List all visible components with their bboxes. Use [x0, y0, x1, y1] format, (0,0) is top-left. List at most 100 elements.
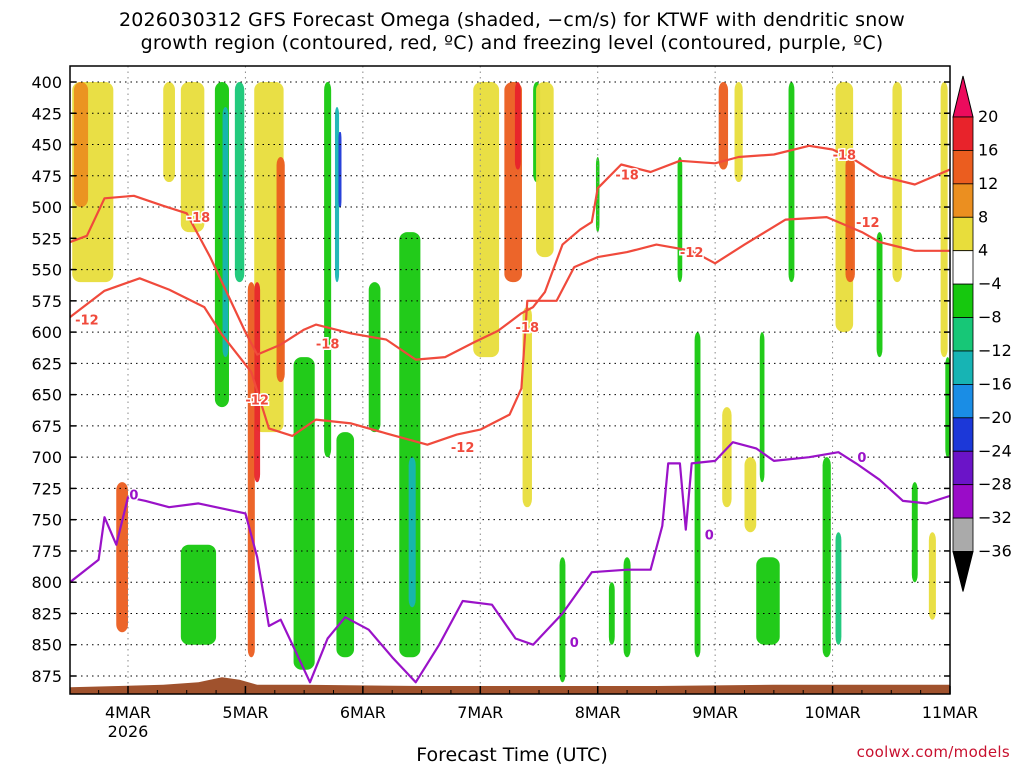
- omega-shade-12: [180, 544, 217, 645]
- chart-title-line-1: 2026030312 GFS Forecast Omega (shaded, −…: [118, 9, 906, 31]
- y-tick-label-550: 550: [31, 261, 62, 280]
- omega-shade-16: [293, 357, 315, 670]
- omega-shade-46: [911, 482, 918, 583]
- omega-shade-7: [234, 82, 245, 283]
- omega-shade-4: [180, 82, 205, 233]
- omega-shade-32: [694, 332, 701, 658]
- colorbar-segment-6: [952, 317, 974, 352]
- omega-shade-13: [324, 82, 332, 458]
- omega-shade-27: [559, 557, 566, 683]
- colorbar-segment-9: [952, 417, 974, 452]
- omega-shade-49: [945, 357, 950, 458]
- colorbar-label-11: −28: [978, 475, 1012, 494]
- y-tick-label-875: 875: [31, 667, 62, 686]
- x-tick-label-4MAR: 4MAR: [105, 703, 151, 722]
- y-tick-label-625: 625: [31, 354, 62, 373]
- colorbar-top-arrow: [952, 75, 974, 118]
- contour-label-7: -12: [451, 441, 475, 456]
- y-tick-label-450: 450: [31, 136, 62, 155]
- contour-label-11: 0: [570, 636, 579, 651]
- omega-shade-33: [718, 82, 729, 170]
- omega-shade-39: [788, 82, 795, 283]
- colorbar-label-6: −8: [978, 308, 1002, 327]
- omega-shade-3: [163, 82, 175, 183]
- y-tick-label-725: 725: [31, 479, 62, 498]
- omega-shade-43: [835, 532, 842, 645]
- colorbar-segment-7: [952, 350, 974, 385]
- contour-label-2: -18: [516, 321, 540, 336]
- colorbar-label-8: −16: [978, 374, 1012, 393]
- colorbar-segment-1: [952, 150, 974, 185]
- contour-label-0: -18: [187, 211, 211, 226]
- colorbar-segment-10: [952, 450, 974, 486]
- y-tick-label-475: 475: [31, 167, 62, 186]
- omega-shade-15: [338, 132, 342, 208]
- contour-label-8: -12: [680, 246, 704, 261]
- x-tick-label-11MAR: 11MAR: [922, 703, 978, 722]
- omega-shade-31: [677, 157, 683, 283]
- colorbar-segment-11: [952, 484, 974, 519]
- omega-shade-23: [514, 82, 521, 170]
- contour-label-4: -18: [833, 149, 857, 164]
- colorbar-segment-5: [952, 283, 974, 318]
- contour-label-12: 0: [705, 529, 714, 544]
- y-tick-label-600: 600: [31, 323, 62, 342]
- colorbar-label-7: −12: [978, 341, 1012, 360]
- omega-shade-34: [734, 82, 743, 183]
- omega-shade-41: [845, 157, 855, 283]
- x-tick-label-8MAR: 8MAR: [575, 703, 621, 722]
- colorbar-label-3: 8: [978, 207, 988, 226]
- contour-line-0: [70, 144, 950, 361]
- colorbar-segment-12: [952, 517, 974, 552]
- contour-label-6: -12: [245, 394, 269, 409]
- omega-shade-24: [522, 307, 532, 508]
- y-tick-label-800: 800: [31, 573, 62, 592]
- contour-line-2: [70, 441, 950, 684]
- y-tick-label-675: 675: [31, 417, 62, 436]
- y-tick-label-775: 775: [31, 542, 62, 561]
- omega-shading-layer: [72, 82, 950, 683]
- colorbar-segment-4: [952, 250, 974, 285]
- colorbar-label-12: −32: [978, 508, 1012, 527]
- contour-layer: [70, 144, 950, 684]
- colorbar-label-2: 12: [978, 174, 998, 193]
- colorbar-label-5: −4: [978, 274, 1002, 293]
- y-tick-label-525: 525: [31, 229, 62, 248]
- gridlines: [70, 66, 951, 694]
- contour-label-9: -12: [856, 216, 880, 231]
- chart-title-line-2: growth region (contoured, red, ºC) and f…: [140, 32, 884, 54]
- colorbar-label-10: −24: [978, 441, 1012, 460]
- omega-shade-44: [876, 232, 883, 358]
- omega-shade-45: [892, 82, 902, 283]
- omega-shade-9: [254, 82, 284, 433]
- omega-shade-37: [756, 557, 780, 645]
- y-tick-label-400: 400: [31, 73, 62, 92]
- contour-label-1: -18: [316, 337, 340, 352]
- omega-shade-14: [334, 107, 340, 283]
- omega-shade-48: [940, 82, 948, 358]
- colorbar-label-0: 20: [978, 107, 998, 126]
- contour-label-13: 0: [857, 451, 866, 466]
- y-axis: 400 425 450 475 500 525 550 575 600 625 650 675 700 7…: [31, 73, 950, 686]
- omega-shade-20: [368, 282, 381, 433]
- colorbar-segment-8: [952, 383, 974, 419]
- contour-labels: -18 -18 -18 -18 -18 -12 -12 -12 -12 -12 0 0 0 0: [74, 147, 881, 653]
- omega-shade-36: [744, 457, 757, 533]
- omega-shade-19: [408, 457, 416, 608]
- y-tick-label-650: 650: [31, 386, 62, 405]
- contour-line-1: [70, 216, 950, 446]
- contour-label-10: 0: [129, 489, 138, 504]
- colorbar-segment-0: [952, 116, 974, 151]
- omega-shade-30: [623, 557, 631, 658]
- colorbar-label-13: −36: [978, 542, 1012, 561]
- contour-label-3: -18: [615, 169, 639, 184]
- terrain-layer: [70, 677, 950, 694]
- omega-shade-38: [759, 332, 765, 483]
- x-tick-label-7MAR: 7MAR: [457, 703, 503, 722]
- colorbar: 20 16 12 8 4 −4 −8 −12 −16 −20 −24 −28 −32 −36: [952, 75, 1012, 592]
- y-tick-label-500: 500: [31, 198, 62, 217]
- omega-shade-42: [822, 457, 831, 658]
- colorbar-label-9: −20: [978, 408, 1012, 427]
- omega-shade-47: [928, 532, 936, 620]
